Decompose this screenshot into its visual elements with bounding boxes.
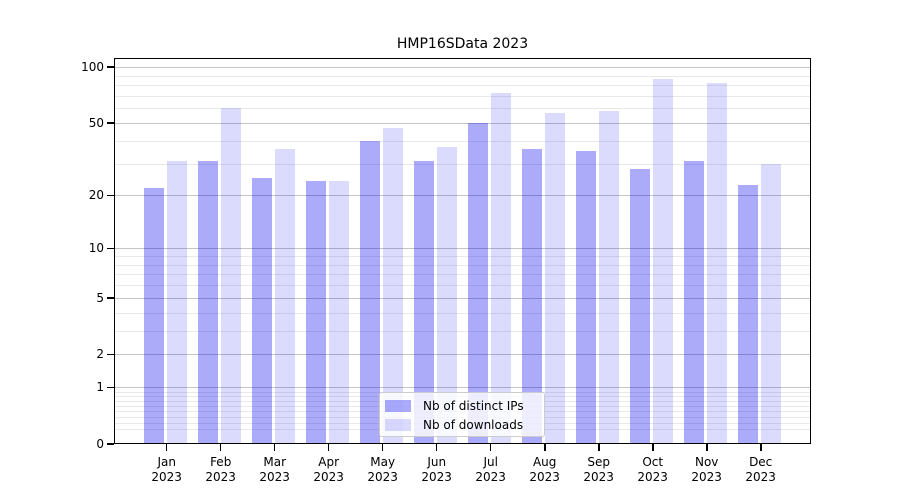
bar-distinct-ips bbox=[306, 181, 327, 444]
gridline-major bbox=[114, 67, 811, 69]
y-tick-mark bbox=[107, 194, 114, 197]
legend-label: Nb of distinct IPs bbox=[423, 399, 524, 413]
bar-distinct-ips bbox=[360, 140, 381, 444]
x-tick-mark bbox=[165, 444, 168, 451]
chart-title: HMP16SData 2023 bbox=[396, 36, 529, 52]
gridline-minor bbox=[114, 330, 811, 332]
legend: Nb of distinct IPs Nb of downloads bbox=[379, 392, 545, 437]
x-tick-mark bbox=[273, 444, 276, 451]
gridline-minor bbox=[114, 75, 811, 77]
bars-layer bbox=[114, 58, 811, 444]
gridline-major bbox=[114, 387, 811, 389]
y-tick-label: 10 bbox=[88, 241, 104, 256]
bar-distinct-ips bbox=[738, 184, 759, 444]
y-tick-mark bbox=[107, 66, 114, 68]
bar-downloads bbox=[167, 161, 188, 444]
x-tick-mark bbox=[652, 444, 654, 451]
x-tick-label: Sep 2023 bbox=[583, 455, 614, 484]
gridline-minor bbox=[114, 256, 811, 257]
legend-item-distinct-ips: Nb of distinct IPs bbox=[385, 397, 536, 415]
y-tick-label: 50 bbox=[88, 116, 104, 130]
gridline-minor bbox=[114, 274, 811, 276]
gridline-minor bbox=[114, 264, 811, 266]
gridline-minor bbox=[114, 312, 811, 314]
bar-downloads bbox=[545, 112, 566, 444]
x-tick-mark bbox=[760, 444, 762, 451]
x-tick-mark bbox=[327, 444, 330, 451]
x-tick-mark bbox=[489, 444, 492, 451]
x-tick-label: Apr 2023 bbox=[313, 455, 344, 484]
bar-downloads bbox=[599, 111, 620, 444]
gridline-major bbox=[114, 354, 811, 356]
bar-downloads bbox=[761, 163, 782, 444]
x-tick-label: Aug 2023 bbox=[529, 455, 560, 484]
x-tick-mark bbox=[381, 444, 384, 451]
bar-distinct-ips bbox=[576, 151, 597, 444]
x-tick-label: Jan 2023 bbox=[151, 455, 182, 484]
gridline-minor bbox=[114, 163, 811, 165]
bar-downloads bbox=[491, 92, 512, 444]
x-tick-label: May 2023 bbox=[367, 455, 398, 484]
y-tick-mark bbox=[107, 443, 114, 445]
legend-swatch-distinct-ips bbox=[385, 400, 411, 412]
legend-swatch-downloads bbox=[385, 419, 411, 431]
x-tick-label: Nov 2023 bbox=[691, 455, 722, 484]
bar-downloads bbox=[437, 147, 458, 444]
x-tick-mark bbox=[598, 444, 600, 451]
bar-downloads bbox=[707, 83, 728, 444]
x-tick-label: Feb 2023 bbox=[205, 455, 236, 484]
legend-label: Nb of downloads bbox=[423, 418, 524, 432]
bar-distinct-ips bbox=[630, 169, 651, 444]
legend-item-downloads: Nb of downloads bbox=[385, 416, 536, 434]
gridline-major bbox=[114, 123, 811, 124]
y-tick-mark bbox=[107, 122, 114, 124]
y-tick-mark bbox=[107, 353, 114, 356]
x-tick-label: Oct 2023 bbox=[637, 455, 668, 484]
bar-downloads bbox=[329, 181, 350, 444]
y-tick-label: 20 bbox=[88, 188, 104, 203]
bar-downloads bbox=[383, 127, 404, 444]
bar-downloads bbox=[653, 79, 674, 444]
gridline-major bbox=[114, 248, 811, 250]
bar-downloads bbox=[275, 149, 296, 444]
bar-distinct-ips bbox=[144, 188, 165, 444]
y-tick-mark bbox=[107, 386, 114, 389]
gridline-major bbox=[114, 297, 811, 299]
bar-distinct-ips bbox=[468, 123, 489, 444]
y-tick-label: 100 bbox=[81, 60, 104, 75]
bar-distinct-ips bbox=[522, 149, 543, 444]
x-tick-mark bbox=[219, 444, 222, 451]
y-tick-mark bbox=[107, 297, 114, 299]
y-tick-label: 1 bbox=[96, 380, 104, 395]
bar-distinct-ips bbox=[252, 178, 273, 444]
bar-distinct-ips bbox=[198, 161, 219, 444]
x-tick-mark bbox=[435, 444, 438, 451]
x-tick-label: Jun 2023 bbox=[421, 455, 452, 484]
gridline-minor bbox=[114, 140, 811, 142]
bar-distinct-ips bbox=[684, 161, 705, 444]
bar-downloads bbox=[221, 108, 242, 444]
gridline-minor bbox=[114, 85, 811, 87]
y-tick-mark bbox=[107, 247, 114, 249]
x-tick-label: Dec 2023 bbox=[745, 455, 776, 484]
gridline-minor bbox=[114, 96, 811, 97]
gridline-major bbox=[114, 195, 811, 197]
y-tick-label: 0 bbox=[96, 437, 104, 451]
x-tick-mark bbox=[544, 444, 546, 451]
gridline-minor bbox=[114, 285, 811, 287]
bar-distinct-ips bbox=[414, 161, 435, 444]
x-tick-mark bbox=[706, 444, 708, 451]
plot-area bbox=[114, 58, 811, 444]
x-tick-label: Jul 2023 bbox=[475, 455, 506, 484]
y-tick-label: 5 bbox=[96, 290, 104, 305]
y-tick-label: 2 bbox=[96, 347, 104, 362]
x-tick-label: Mar 2023 bbox=[259, 455, 290, 484]
gridline-minor bbox=[114, 108, 811, 110]
